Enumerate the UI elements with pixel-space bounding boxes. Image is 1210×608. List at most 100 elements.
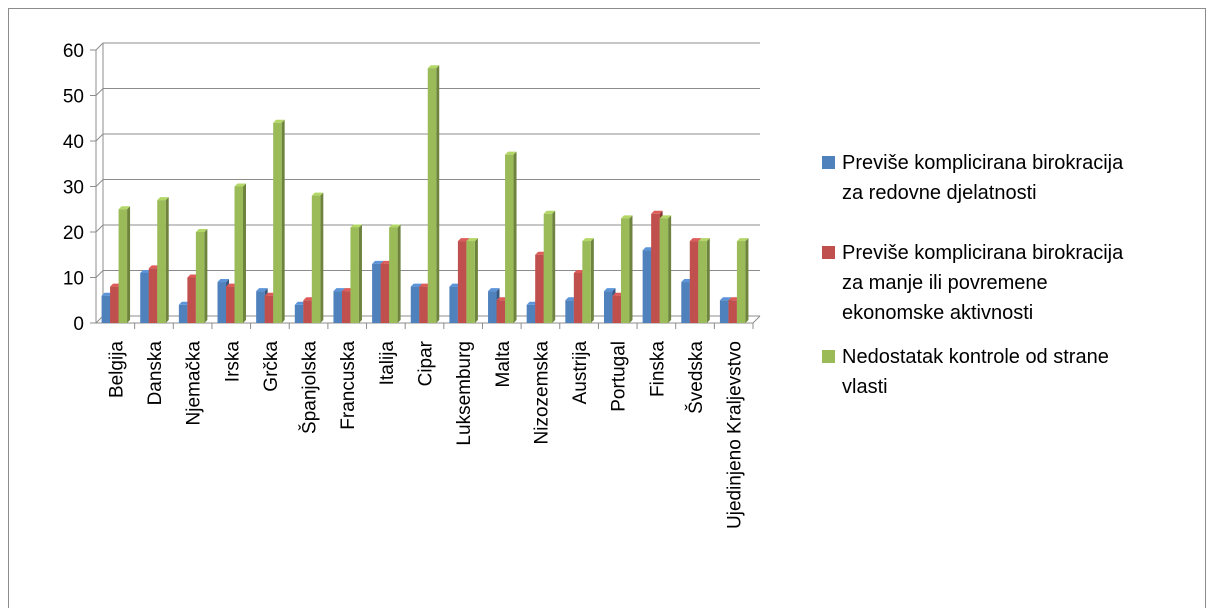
bar-side: [629, 215, 633, 323]
y-tick-label: 0: [73, 314, 84, 335]
bar-side: [552, 210, 556, 323]
chart-frame: [8, 8, 1206, 608]
bar: [341, 291, 351, 323]
bar-top: [659, 215, 672, 219]
bar: [719, 300, 729, 323]
x-tick-label: Austrija: [570, 341, 591, 405]
bar-side: [668, 215, 672, 323]
bar: [264, 295, 274, 323]
bar: [689, 241, 699, 323]
x-tick-label: Belgija: [106, 341, 127, 398]
bar-top: [217, 279, 230, 283]
legend-label-line: za manje ili povremene: [842, 272, 1048, 294]
bar: [333, 291, 342, 323]
bar-side: [281, 119, 285, 323]
bar: [389, 227, 398, 323]
bar: [157, 200, 166, 323]
legend-label-line: Previše komplicirana birokracija: [842, 152, 1124, 174]
bar-side: [397, 224, 401, 323]
bar-top: [543, 210, 556, 214]
bar: [178, 304, 188, 323]
bar: [603, 291, 613, 323]
bar-side: [745, 238, 749, 323]
y-tick-label: 30: [63, 178, 84, 199]
x-tick-label: Irska: [222, 341, 243, 383]
legend-swatch-series-1: [822, 156, 835, 169]
bar: [505, 154, 514, 323]
bar-top: [350, 224, 362, 228]
gridline-depth: [95, 133, 104, 142]
bar-side: [513, 151, 517, 323]
x-tick-label: Španjolska: [299, 341, 321, 434]
bar-top: [457, 238, 470, 242]
bar: [642, 250, 652, 323]
bar: [140, 272, 149, 323]
bar-top: [488, 288, 500, 292]
bar: [372, 263, 381, 323]
x-tick-label: Danska: [145, 341, 166, 406]
bar-side: [358, 224, 362, 323]
bar: [582, 241, 591, 323]
legend-label-line: ekonomske aktivnosti: [842, 302, 1034, 324]
bar: [659, 218, 669, 323]
bar: [457, 241, 467, 323]
y-tick-label: 40: [63, 132, 84, 153]
bar: [449, 286, 458, 323]
bar-side: [320, 192, 324, 323]
bar: [488, 291, 497, 323]
bar-top: [505, 151, 517, 155]
x-tick-label: Francuska: [338, 341, 359, 430]
bar-top: [273, 119, 285, 123]
bar-side: [436, 65, 440, 323]
bar-top: [311, 192, 324, 196]
chart-legend: Previše komplicirana birokracija za redo…: [822, 148, 1202, 416]
bar: [698, 241, 707, 323]
bar-top: [389, 224, 401, 228]
bar-side: [474, 238, 478, 323]
x-tick-label: Nizozemska: [531, 341, 552, 445]
legend-label-line: vlasti: [842, 376, 888, 398]
bar: [620, 218, 630, 323]
bar-top: [736, 238, 749, 242]
bar: [234, 186, 244, 323]
legend-label-line: Previše komplicirana birokracija: [842, 242, 1124, 264]
bar: [311, 195, 321, 323]
bar-top: [466, 238, 478, 242]
bar: [110, 286, 119, 323]
gridline-depth: [95, 224, 104, 233]
bar: [350, 227, 359, 323]
bar: [410, 286, 420, 323]
bar: [543, 213, 553, 323]
bar-side: [243, 183, 247, 323]
bar-top: [603, 288, 616, 292]
bar: [294, 304, 304, 323]
bar-top: [372, 260, 384, 264]
bar-top: [689, 238, 702, 242]
bar-side: [706, 238, 710, 323]
x-tick-label: Malta: [493, 341, 514, 388]
bar: [535, 254, 544, 323]
bar-top: [256, 288, 268, 292]
x-tick-label: Luksemburg: [454, 341, 475, 446]
bar: [427, 68, 437, 323]
x-tick-label: Finska: [647, 341, 668, 397]
bar: [256, 291, 265, 323]
legend-item-series-1: Previše komplicirana birokracija za redo…: [822, 148, 1202, 208]
x-tick-label: Švedska: [685, 341, 707, 414]
legend-item-series-3: Nedostatak kontrole od strane vlasti: [822, 342, 1202, 402]
bar: [273, 122, 282, 323]
y-tick-label: 10: [63, 269, 84, 290]
bar: [303, 300, 312, 323]
bar-top: [333, 288, 345, 292]
bar-side: [590, 238, 594, 323]
bar: [496, 300, 506, 323]
bar-top: [698, 238, 710, 242]
y-tick-label: 20: [63, 223, 84, 244]
bar: [118, 209, 128, 323]
bar: [736, 241, 746, 323]
bar: [573, 272, 583, 323]
y-tick-label: 60: [63, 41, 84, 62]
legend-item-series-2: Previše komplicirana birokracija za manj…: [822, 238, 1202, 328]
bar: [419, 286, 428, 323]
